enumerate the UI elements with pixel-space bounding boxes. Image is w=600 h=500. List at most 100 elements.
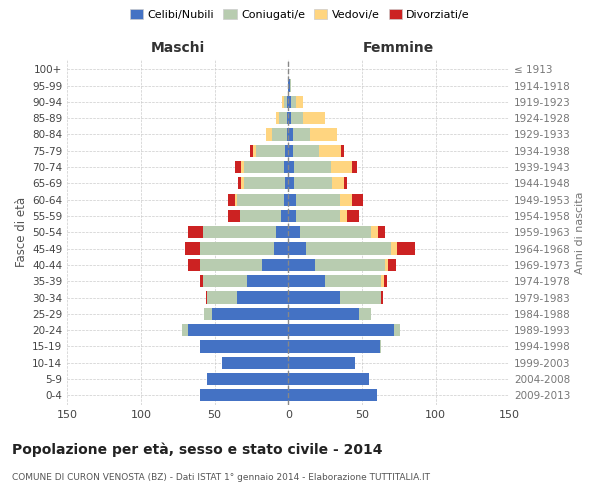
Bar — [296, 210, 340, 222]
Bar — [239, 210, 281, 222]
Text: Femmine: Femmine — [363, 40, 434, 54]
Bar — [352, 161, 358, 173]
Bar — [397, 242, 415, 254]
Bar — [222, 356, 288, 369]
Bar — [347, 210, 359, 222]
Bar — [371, 226, 378, 238]
Bar — [207, 373, 288, 385]
Bar — [288, 356, 355, 369]
Bar — [286, 144, 288, 157]
Bar — [277, 226, 288, 238]
Bar — [253, 144, 256, 157]
Bar — [287, 96, 288, 108]
Bar — [228, 194, 235, 206]
Bar — [288, 292, 340, 304]
Bar — [391, 242, 397, 254]
Bar — [288, 226, 300, 238]
Bar — [331, 161, 352, 173]
Bar — [288, 210, 296, 222]
Bar — [200, 389, 288, 402]
Bar — [277, 112, 280, 124]
Bar — [185, 242, 200, 254]
Bar — [288, 373, 369, 385]
Bar — [244, 161, 284, 173]
Bar — [288, 308, 359, 320]
Bar — [200, 242, 274, 254]
Bar — [235, 161, 241, 173]
Bar — [352, 194, 364, 206]
Bar — [291, 112, 303, 124]
Bar — [283, 96, 284, 108]
Bar — [288, 96, 291, 108]
Bar — [296, 96, 303, 108]
Bar — [288, 259, 315, 271]
Bar — [341, 144, 344, 157]
Bar — [332, 178, 344, 190]
Bar — [207, 292, 236, 304]
Bar — [287, 128, 288, 140]
Bar — [188, 324, 288, 336]
Bar — [344, 178, 347, 190]
Y-axis label: Fasce di età: Fasce di età — [15, 197, 28, 268]
Bar — [288, 80, 290, 92]
Bar — [200, 259, 262, 271]
Legend: Celibi/Nubili, Coniugati/e, Vedovi/e, Divorziati/e: Celibi/Nubili, Coniugati/e, Vedovi/e, Di… — [127, 6, 473, 23]
Bar — [244, 178, 286, 190]
Bar — [288, 144, 293, 157]
Bar — [325, 275, 381, 287]
Bar — [238, 178, 241, 190]
Bar — [288, 275, 325, 287]
Bar — [235, 194, 236, 206]
Y-axis label: Anni di nascita: Anni di nascita — [575, 191, 585, 274]
Bar — [284, 194, 288, 206]
Bar — [274, 242, 288, 254]
Bar — [236, 292, 288, 304]
Bar — [286, 178, 288, 190]
Bar — [212, 308, 288, 320]
Bar — [188, 259, 200, 271]
Bar — [203, 275, 247, 287]
Bar — [340, 292, 381, 304]
Text: Maschi: Maschi — [151, 40, 205, 54]
Bar — [288, 389, 377, 402]
Bar — [236, 194, 284, 206]
Bar — [228, 210, 239, 222]
Bar — [247, 275, 288, 287]
Bar — [241, 161, 244, 173]
Bar — [291, 96, 296, 108]
Bar — [288, 340, 380, 352]
Bar — [250, 144, 253, 157]
Bar — [287, 112, 288, 124]
Bar — [280, 112, 287, 124]
Bar — [381, 275, 384, 287]
Bar — [294, 161, 331, 173]
Bar — [266, 128, 272, 140]
Bar — [200, 275, 203, 287]
Bar — [340, 210, 347, 222]
Bar — [293, 128, 310, 140]
Bar — [288, 242, 306, 254]
Bar — [306, 242, 391, 254]
Bar — [385, 259, 388, 271]
Bar — [188, 226, 203, 238]
Bar — [340, 194, 352, 206]
Bar — [182, 324, 188, 336]
Bar — [300, 226, 371, 238]
Bar — [284, 96, 287, 108]
Bar — [288, 112, 291, 124]
Bar — [281, 210, 288, 222]
Bar — [284, 161, 288, 173]
Bar — [206, 292, 207, 304]
Text: Popolazione per età, sesso e stato civile - 2014: Popolazione per età, sesso e stato civil… — [12, 442, 383, 457]
Bar — [288, 194, 296, 206]
Bar — [200, 340, 288, 352]
Bar — [203, 226, 277, 238]
Bar — [378, 226, 385, 238]
Bar — [319, 144, 341, 157]
Bar — [241, 178, 244, 190]
Bar — [272, 128, 287, 140]
Bar — [388, 259, 396, 271]
Bar — [290, 80, 291, 92]
Bar — [384, 275, 387, 287]
Bar — [381, 292, 383, 304]
